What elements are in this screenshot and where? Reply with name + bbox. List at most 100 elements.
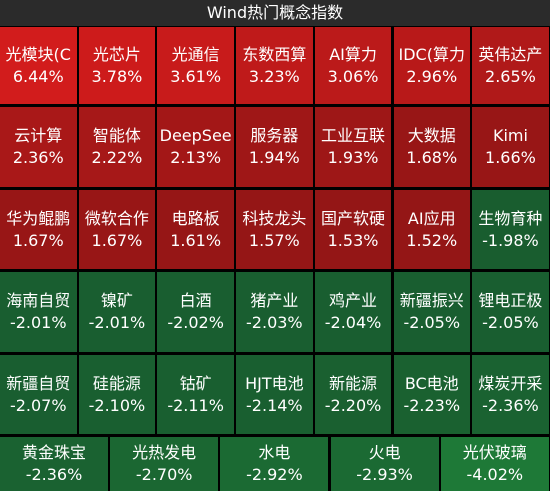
- tile-name: 光热发电: [132, 443, 197, 462]
- tile: 华为鲲鹏 1.67%: [0, 190, 77, 269]
- tile: 光模块(C 6.44%: [0, 27, 77, 104]
- tile-name: 工业互联: [321, 126, 386, 145]
- tile-change: 2.13%: [170, 148, 222, 167]
- tile-change: 2.96%: [406, 66, 458, 86]
- tile-name: 猪产业: [250, 291, 299, 310]
- tile: BC电池 -2.23%: [393, 355, 470, 434]
- tile-change: -1.98%: [482, 230, 539, 250]
- tile-name: 东数西算: [242, 44, 307, 64]
- tile-name: 海南自贸: [6, 291, 71, 310]
- tile: DeepSee 2.13%: [157, 107, 234, 187]
- tile-change: -2.92%: [246, 465, 303, 484]
- tile-change: 3.78%: [91, 66, 143, 86]
- tile: 光伏玻璃 -4.02%: [440, 437, 549, 491]
- tile-change: -2.05%: [482, 313, 539, 332]
- tile: AI应用 1.52%: [393, 190, 470, 269]
- tile: 黄金珠宝 -2.36%: [0, 437, 108, 491]
- tile-name: AI算力: [329, 44, 377, 64]
- tile: 火电 -2.93%: [330, 437, 439, 491]
- tile-name: HJT电池: [245, 373, 304, 393]
- tile-change: 1.67%: [91, 230, 143, 250]
- tile-name: 科技龙头: [242, 208, 307, 228]
- tile: 智能体 2.22%: [78, 107, 156, 187]
- tile-change: 1.53%: [327, 230, 379, 250]
- tile-name: 新疆自贸: [6, 373, 71, 393]
- tile: 光热发电 -2.70%: [110, 437, 219, 491]
- tile-name: 鸡产业: [329, 291, 378, 310]
- tile-change: 3.61%: [170, 66, 222, 86]
- tile: 鸡产业 -2.04%: [314, 272, 392, 352]
- tile-name: 华为鲲鹏: [6, 208, 71, 228]
- tile-change: -2.07%: [9, 395, 67, 415]
- tile: 猪产业 -2.03%: [236, 272, 313, 352]
- tile: 光通信 3.61%: [157, 27, 234, 104]
- tile: 光芯片 3.78%: [78, 27, 156, 104]
- tile-change: 1.68%: [406, 148, 458, 167]
- tile-change: -2.36%: [25, 465, 83, 484]
- tile-change: 1.94%: [248, 148, 300, 167]
- tile-change: 3.23%: [248, 66, 300, 86]
- tile: 服务器 1.94%: [236, 107, 313, 187]
- tile: 锂电正极 -2.05%: [472, 272, 549, 352]
- tile: 钴矿 -2.11%: [157, 355, 234, 434]
- tile: 大数据 1.68%: [393, 107, 470, 187]
- tile-change: 6.44%: [12, 66, 64, 86]
- tile-name: 英伟达产: [478, 44, 543, 64]
- tile-change: -2.04%: [324, 313, 382, 332]
- tile-name: 生物育种: [478, 208, 543, 228]
- tile: Kimi 1.66%: [472, 107, 549, 187]
- tile-name: 硅能源: [92, 373, 141, 393]
- tile-change: 2.22%: [91, 148, 143, 167]
- tile: 镍矿 -2.01%: [78, 272, 156, 352]
- tile-change: -2.23%: [403, 395, 461, 415]
- tile-change: 1.61%: [170, 230, 222, 250]
- tile: 海南自贸 -2.01%: [0, 272, 77, 352]
- tile-name: 光芯片: [92, 44, 141, 64]
- tile-name: 水电: [258, 443, 291, 462]
- tile-name: 光模块(C: [5, 44, 71, 64]
- tile-change: -2.05%: [403, 313, 461, 332]
- tile: 科技龙头 1.57%: [236, 190, 313, 269]
- tile-name: 智能体: [92, 126, 141, 145]
- tile: 新能源 -2.20%: [314, 355, 392, 434]
- tile: 水电 -2.92%: [220, 437, 329, 491]
- tile-change: -2.70%: [135, 465, 193, 484]
- title: Wind热门概念指数: [0, 0, 550, 26]
- tile-name: 白酒: [179, 291, 212, 310]
- tile-name: AI应用: [407, 208, 456, 228]
- tile: 新疆自贸 -2.07%: [0, 355, 77, 434]
- tile: 微软合作 1.67%: [78, 190, 156, 269]
- tile-name: Kimi: [492, 126, 528, 145]
- tile-name: 新能源: [329, 373, 378, 393]
- tile-change: 2.36%: [12, 148, 64, 167]
- tile: AI算力 3.06%: [314, 27, 392, 104]
- tile-change: -2.02%: [167, 313, 224, 332]
- tile: 电路板 1.61%: [157, 190, 234, 269]
- tile: 云计算 2.36%: [0, 107, 77, 187]
- tile: HJT电池 -2.14%: [236, 355, 313, 434]
- tile-change: 1.66%: [485, 148, 536, 167]
- tile-change: -2.93%: [356, 465, 413, 484]
- tile-name: 光伏玻璃: [462, 443, 527, 462]
- tile-name: BC电池: [404, 373, 459, 393]
- tile-change: 1.52%: [406, 230, 458, 250]
- tile: 煤炭开采 -2.36%: [472, 355, 549, 434]
- tile-change: -2.01%: [9, 313, 67, 332]
- tile: 白酒 -2.02%: [157, 272, 234, 352]
- tile-change: -2.01%: [88, 313, 146, 332]
- tile-name: IDC(算力: [398, 44, 465, 64]
- tile-name: 国产软硬: [321, 208, 386, 228]
- tile-change: 1.57%: [248, 230, 300, 250]
- tile-change: -4.02%: [466, 465, 524, 484]
- tile: 东数西算 3.23%: [236, 27, 313, 104]
- tile-change: 2.65%: [485, 66, 536, 86]
- tile-name: 新疆振兴: [399, 291, 464, 310]
- tile-change: -2.14%: [246, 395, 303, 415]
- tile: 生物育种 -1.98%: [472, 190, 549, 269]
- tile-change: 1.93%: [327, 148, 379, 167]
- tile-name: 电路板: [171, 208, 220, 228]
- tile-change: -2.20%: [324, 395, 382, 415]
- tile-name: 微软合作: [84, 208, 149, 228]
- tile-change: 1.67%: [12, 230, 64, 250]
- tile-name: 锂电正极: [478, 291, 543, 310]
